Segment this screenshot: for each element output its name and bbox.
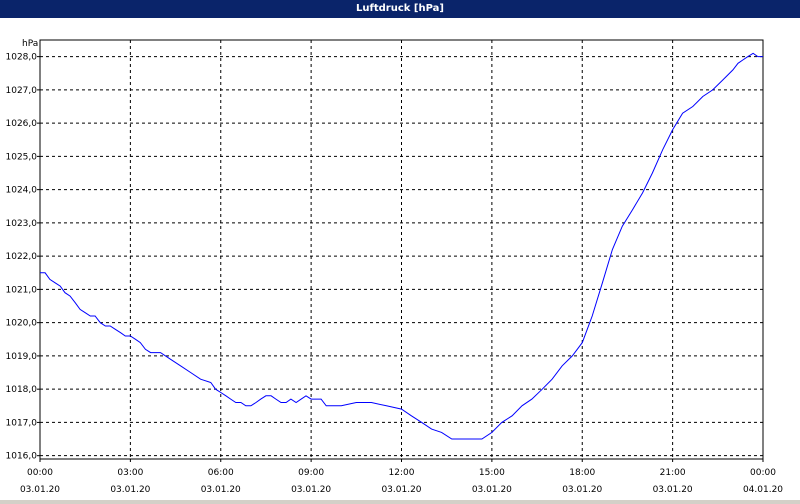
- pressure-series-line: [40, 52, 763, 440]
- x-tick-date: 03.01.20: [381, 485, 421, 495]
- x-tick-date: 03.01.20: [472, 485, 512, 495]
- y-tick-label: 1020,0: [6, 319, 38, 329]
- y-axis-label: hPa: [22, 39, 38, 49]
- x-tick-date: 03.01.20: [653, 485, 693, 495]
- grid: [40, 40, 763, 459]
- x-tick-time: 03:00: [117, 468, 143, 478]
- y-tick-label: 1028,0: [6, 53, 38, 63]
- x-tick-date: 03.01.20: [201, 485, 241, 495]
- chart-area: hPa 1016,0 1017,0 1018,0 1019,0 1020,0 1021,0…: [0, 18, 800, 500]
- plot-frame: [39, 39, 764, 460]
- x-tick-time: 00:00: [27, 468, 53, 478]
- pressure-chart: hPa 1016,0 1017,0 1018,0 1019,0 1020,0 1021,0…: [6, 39, 784, 495]
- y-tick-label: 1016,0: [6, 452, 38, 462]
- x-tick-date: 04.01.20: [743, 485, 783, 495]
- x-tick-time: 21:00: [660, 468, 686, 478]
- x-tick-date: 03.01.20: [562, 485, 602, 495]
- y-tick-label: 1022,0: [6, 252, 38, 262]
- x-tick-time: 09:00: [298, 468, 324, 478]
- y-tick-label: 1024,0: [6, 186, 38, 196]
- x-tick-time: 06:00: [208, 468, 234, 478]
- y-tick-label: 1025,0: [6, 152, 38, 162]
- x-tick-time: 12:00: [389, 468, 415, 478]
- x-tick-time: 15:00: [479, 468, 505, 478]
- x-tick-date: 03.01.20: [110, 485, 150, 495]
- x-tick-time: 18:00: [569, 468, 595, 478]
- chart-title-bar: Luftdruck [hPa]: [0, 0, 800, 18]
- y-tick-label: 1019,0: [6, 352, 38, 362]
- y-tick-label: 1026,0: [6, 119, 38, 129]
- y-tick-label: 1021,0: [6, 285, 38, 295]
- x-tick-time: 00:00: [750, 468, 776, 478]
- x-tick-date: 03.01.20: [291, 485, 331, 495]
- x-tick-labels: 00:00 03.01.20 03:00 03.01.20 06:00 03.01.20 0…: [20, 459, 783, 495]
- y-tick-label: 1023,0: [6, 219, 38, 229]
- y-tick-labels: 1016,0 1017,0 1018,0 1019,0 1020,0 1021,0 1022…: [6, 53, 40, 462]
- y-tick-label: 1027,0: [6, 86, 38, 96]
- chart-title: Luftdruck [hPa]: [356, 3, 444, 14]
- y-tick-label: 1018,0: [6, 385, 38, 395]
- x-tick-date: 03.01.20: [20, 485, 60, 495]
- y-tick-label: 1017,0: [6, 418, 38, 428]
